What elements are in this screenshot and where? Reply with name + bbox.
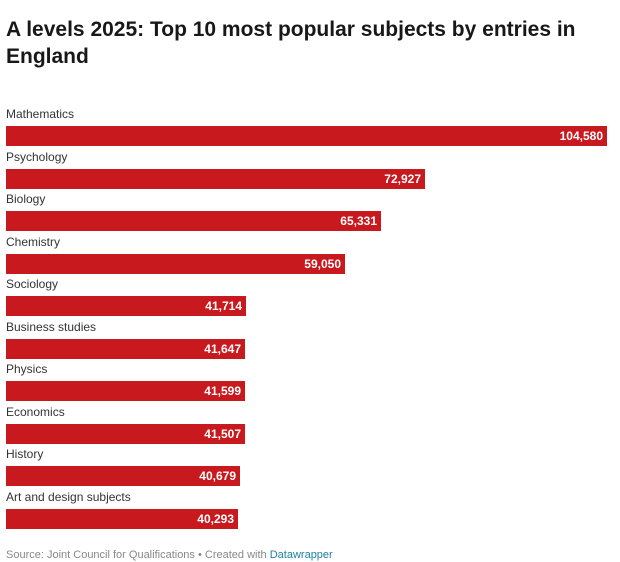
bar-chart: Mathematics 104,580 Psychology 72,927 Biolog… (0, 106, 620, 536)
bar-row-sociology: Sociology 41,714 (6, 276, 610, 318)
chart-footer: Source: Joint Council for Qualifications… (6, 548, 333, 562)
bar-row-mathematics: Mathematics 104,580 (6, 106, 610, 148)
value-label: 65,331 (340, 214, 377, 228)
bar-row-art-and-design-subjects: Art and design subjects 40,293 (6, 489, 610, 531)
category-label: Sociology (6, 277, 59, 291)
category-label: Biology (6, 192, 46, 206)
value-label: 40,293 (197, 512, 234, 526)
category-label: Chemistry (6, 235, 61, 249)
value-label: 41,647 (204, 342, 241, 356)
category-label: History (6, 447, 44, 461)
bar-history: 40,679 (6, 466, 240, 486)
bar-row-business-studies: Business studies 41,647 (6, 319, 610, 361)
value-label: 104,580 (559, 129, 603, 143)
footer-separator: • (194, 549, 205, 561)
category-label: Economics (6, 405, 65, 419)
bar-art-and-design-subjects: 40,293 (6, 509, 238, 529)
bar-business-studies: 41,647 (6, 339, 245, 359)
bar-chemistry: 59,050 (6, 254, 345, 274)
category-label: Psychology (6, 150, 68, 164)
bar-mathematics: 104,580 (6, 126, 607, 146)
bar-biology: 65,331 (6, 211, 381, 231)
bar-physics: 41,599 (6, 381, 245, 401)
datawrapper-link[interactable]: Datawrapper (269, 549, 333, 561)
bar-row-physics: Physics 41,599 (6, 361, 610, 403)
bar-row-chemistry: Chemistry 59,050 (6, 234, 610, 276)
bar-psychology: 72,927 (6, 169, 425, 189)
bar-economics: 41,507 (6, 424, 245, 444)
value-label: 41,599 (204, 384, 241, 398)
bar-sociology: 41,714 (6, 296, 246, 316)
category-label: Business studies (6, 320, 97, 334)
bar-row-history: History 40,679 (6, 446, 610, 488)
category-label: Mathematics (6, 107, 75, 121)
bar-row-psychology: Psychology 72,927 (6, 149, 610, 191)
value-label: 41,714 (205, 299, 242, 313)
bar-row-biology: Biology 65,331 (6, 191, 610, 233)
chart-title: A levels 2025: Top 10 most popular subje… (6, 18, 576, 68)
category-label: Art and design subjects (6, 490, 131, 504)
source-note: Source: Joint Council for Qualifications (6, 549, 195, 561)
value-label: 41,507 (204, 427, 241, 441)
value-label: 59,050 (304, 257, 341, 271)
value-label: 72,927 (384, 172, 421, 186)
category-label: Physics (6, 362, 48, 376)
bar-row-economics: Economics 41,507 (6, 404, 610, 446)
value-label: 40,679 (199, 469, 236, 483)
created-with-text: Created with (204, 549, 267, 561)
